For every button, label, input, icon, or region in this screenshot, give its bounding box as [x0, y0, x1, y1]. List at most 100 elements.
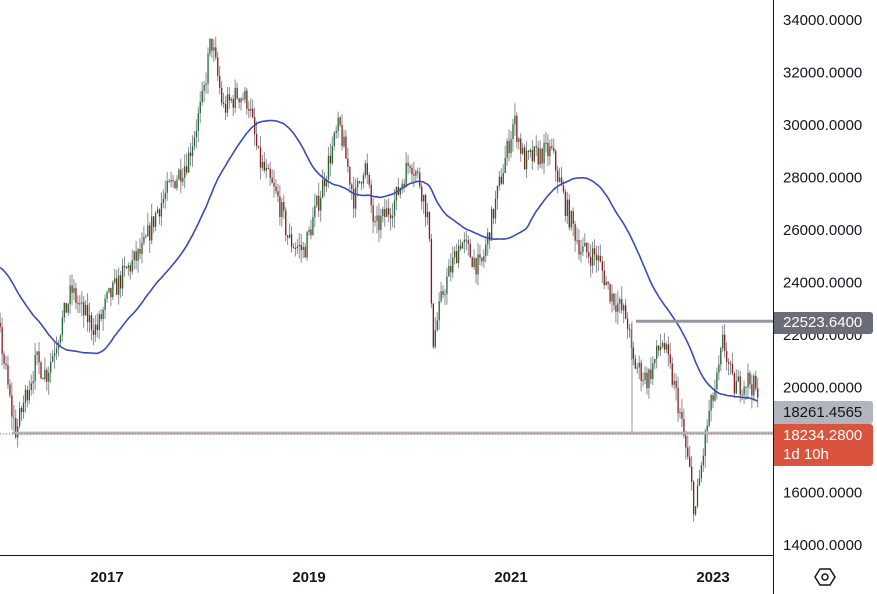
last-price-label: 18234.2800 1d 10h: [774, 424, 873, 466]
candle: [316, 194, 318, 209]
candle-body: [110, 287, 112, 298]
candle-body: [9, 384, 11, 396]
candle: [265, 158, 267, 179]
candle-body: [44, 369, 46, 380]
candle-body: [172, 180, 174, 182]
candle: [116, 269, 118, 295]
candle: [290, 226, 293, 253]
candle-body: [623, 305, 625, 311]
candle: [656, 339, 658, 369]
candle-body: [555, 151, 557, 171]
candle: [555, 149, 557, 182]
candle-body: [578, 240, 580, 255]
candle-body: [597, 255, 600, 261]
candle-body: [522, 147, 524, 154]
candle-body: [288, 234, 291, 238]
candle: [349, 166, 351, 193]
candle-body: [636, 367, 638, 369]
candle: [85, 300, 87, 317]
candle-body: [168, 181, 170, 183]
candle: [430, 234, 433, 308]
candle-body: [498, 176, 501, 186]
candle: [667, 336, 670, 367]
candle-body: [279, 196, 281, 217]
candle-body: [48, 372, 50, 382]
candle-body: [725, 350, 728, 363]
candle-body: [673, 380, 675, 385]
candle-body: [226, 94, 229, 113]
candle: [149, 221, 151, 253]
candle: [323, 171, 326, 197]
candle-body: [20, 407, 23, 413]
candle: [240, 97, 242, 111]
candle: [296, 239, 299, 254]
candle: [257, 145, 260, 149]
candle-body: [712, 395, 714, 401]
candle: [696, 478, 699, 509]
candle-body: [492, 209, 495, 219]
candle: [658, 345, 660, 357]
candle-body: [92, 330, 95, 335]
candle: [411, 164, 413, 184]
candle-body: [545, 142, 547, 144]
candle: [494, 190, 497, 224]
candle: [465, 230, 468, 251]
candle-body: [749, 372, 751, 385]
candle-body: [582, 246, 584, 252]
candle: [485, 236, 487, 263]
candle: [135, 240, 137, 270]
candle: [386, 200, 388, 218]
candle-body: [281, 201, 283, 217]
candle: [630, 323, 633, 361]
candle: [329, 143, 332, 177]
candle-body: [364, 163, 367, 176]
candle-body: [506, 141, 508, 158]
candle-body: [724, 334, 726, 351]
candle: [73, 279, 75, 301]
candle: [269, 161, 271, 186]
candle: [646, 367, 648, 395]
level-label-high: 22523.6400: [774, 312, 873, 334]
candle: [189, 142, 192, 166]
candle: [374, 215, 376, 227]
candle: [166, 171, 168, 201]
candle-body: [85, 304, 87, 316]
level-label-low: 18261.4565: [774, 401, 873, 424]
candle: [727, 358, 730, 376]
candle: [368, 172, 370, 189]
candle: [564, 188, 567, 222]
candle: [741, 389, 743, 401]
candle-body: [527, 150, 530, 152]
candle: [63, 302, 65, 324]
candle-body: [741, 394, 743, 396]
candle-body: [372, 205, 374, 222]
candle-body: [189, 152, 192, 157]
settings-hexagon-icon[interactable]: [814, 566, 836, 588]
candle: [123, 256, 126, 277]
candle-body: [432, 303, 435, 347]
candle: [434, 317, 436, 349]
bar-countdown: 1d 10h: [783, 446, 829, 463]
candle: [34, 343, 36, 390]
candle-body: [378, 215, 380, 231]
candle: [522, 142, 524, 156]
candle: [360, 181, 363, 191]
candle: [331, 136, 334, 166]
candle-body: [255, 133, 258, 147]
candle-body: [215, 47, 217, 58]
candle-body: [599, 255, 602, 262]
time-axis: 2017 2019 2021 2023: [90, 569, 729, 586]
candle: [720, 346, 722, 371]
candle: [32, 370, 34, 395]
candle: [650, 357, 652, 385]
candle: [160, 192, 163, 226]
candle-body: [384, 209, 386, 217]
candle: [409, 164, 411, 174]
candle: [424, 193, 427, 227]
candle-body: [731, 363, 734, 374]
candle-body: [79, 303, 81, 305]
candle: [444, 288, 446, 306]
candle-body: [259, 147, 262, 168]
candle-body: [574, 223, 576, 241]
